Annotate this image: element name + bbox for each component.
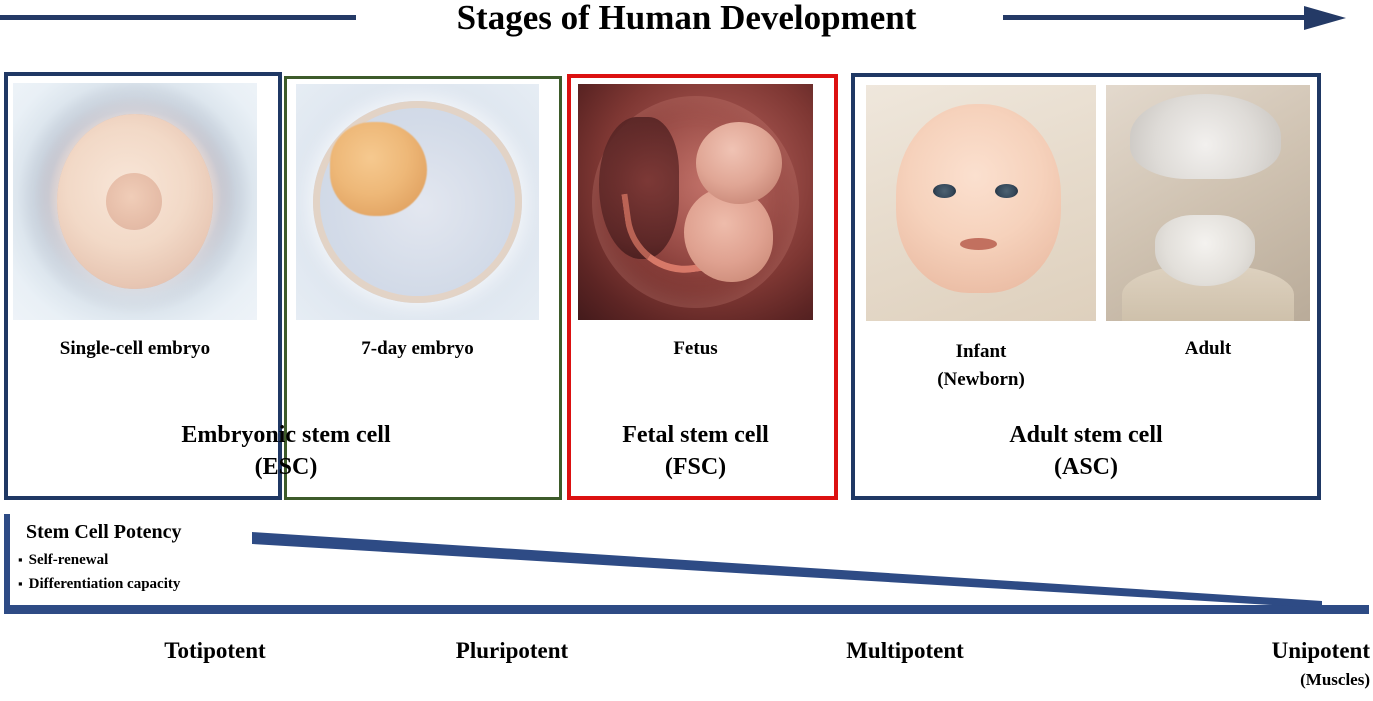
infant-mouth-shape (960, 238, 998, 251)
title-right-rule (1003, 15, 1318, 20)
title-band: Stages of Human Development (0, 0, 1373, 52)
fetus-head-shape (695, 121, 783, 205)
adult-hair-shape (1130, 94, 1282, 180)
caption-single-cell-embryo: Single-cell embryo (59, 338, 211, 359)
fetus-image (578, 84, 813, 320)
infant-left-eye-shape (932, 184, 956, 199)
caption-adult: Adult (1184, 338, 1232, 359)
potency-bullet-differentiation-capacity: Differentiation capacity (18, 576, 181, 593)
page-title: Stages of Human Development (456, 0, 917, 37)
infant-image (866, 85, 1096, 321)
potency-gradient-wedge (252, 528, 1322, 612)
potency-bullet-self-renewal: Self-renewal (18, 552, 109, 569)
potency-title: Stem Cell Potency (26, 521, 182, 543)
placenta-shape (599, 117, 680, 259)
potency-label-unipotent-sub: (Muscles) (1300, 670, 1370, 689)
caption-seven-day-embryo: 7-day embryo (361, 338, 474, 359)
label-adult-stem-cell: Adult stem cell (ASC) (1009, 422, 1163, 480)
title-left-rule (0, 15, 356, 20)
label-fetal-stem-cell: Fetal stem cell (FSC) (622, 422, 769, 480)
infant-right-eye-shape (994, 184, 1018, 199)
single-cell-embryo-image (13, 83, 257, 320)
fetus-body-shape (683, 187, 774, 283)
potency-label-unipotent: Unipotent (1271, 638, 1370, 663)
inner-cell-mass-shape (330, 121, 428, 217)
adult-beard-shape (1154, 214, 1255, 286)
right-arrow-icon (1304, 6, 1346, 30)
potency-label-multipotent: Multipotent (846, 638, 964, 663)
infant-face-shape (895, 103, 1062, 293)
label-embryonic-stem-cell: Embryonic stem cell (ESC) (181, 422, 391, 480)
seven-day-embryo-image (296, 84, 539, 320)
caption-infant: Infant (Newborn) (937, 341, 1025, 390)
adult-image (1106, 85, 1310, 321)
potency-label-totipotent: Totipotent (164, 638, 266, 663)
caption-fetus: Fetus (673, 338, 718, 359)
potency-label-pluripotent: Pluripotent (455, 638, 569, 663)
